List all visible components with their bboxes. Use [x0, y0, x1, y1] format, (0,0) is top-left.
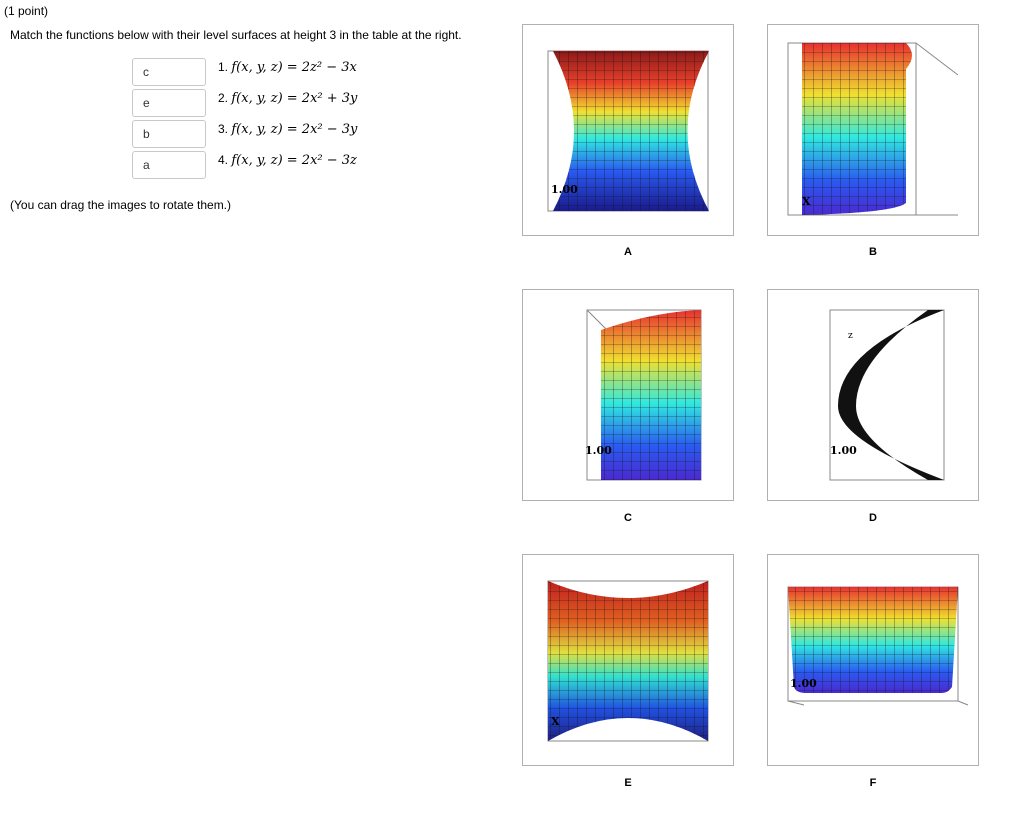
function-expression: f(x, y, z) = 2x² − 3z: [231, 153, 357, 168]
answer-input-2[interactable]: [132, 89, 206, 117]
svg-text:X: X: [802, 195, 811, 208]
question-row-3: 3. f(x, y, z) = 2x² − 3y: [132, 120, 432, 152]
instructions-text: Match the functions below with their lev…: [10, 28, 462, 42]
function-expression: f(x, y, z) = 2z² − 3x: [231, 60, 357, 75]
answer-input-3[interactable]: [132, 120, 206, 148]
question-row-1: 1. f(x, y, z) = 2z² − 3x: [132, 58, 432, 90]
points-label: (1 point): [4, 4, 49, 18]
svg-text:1.00: 1.00: [585, 444, 612, 457]
surface-panel-e[interactable]: X: [522, 554, 734, 766]
surface-panel-d[interactable]: z 1.00: [767, 289, 979, 501]
surface-panel-c[interactable]: 1.00: [522, 289, 734, 501]
svg-text:1.00: 1.00: [551, 183, 578, 196]
svg-text:1.00: 1.00: [830, 444, 857, 457]
surface-panel-b[interactable]: X: [767, 24, 979, 236]
svg-text:X: X: [551, 715, 560, 728]
function-number: 2.: [218, 91, 229, 105]
question-row-4: 4. f(x, y, z) = 2x² − 3z: [132, 151, 432, 183]
surface-panel-a[interactable]: 1.00: [522, 24, 734, 236]
function-number: 3.: [218, 122, 229, 136]
svg-text:1.00: 1.00: [790, 677, 817, 690]
surface-panel-f[interactable]: 1.00: [767, 554, 979, 766]
function-2: 2. f(x, y, z) = 2x² + 3y: [218, 91, 357, 106]
panel-label-b: B: [869, 246, 877, 258]
panel-label-d: D: [869, 512, 877, 524]
function-3: 3. f(x, y, z) = 2x² − 3y: [218, 122, 357, 137]
panel-label-e: E: [624, 777, 632, 789]
function-4: 4. f(x, y, z) = 2x² − 3z: [218, 153, 357, 168]
function-1: 1. f(x, y, z) = 2z² − 3x: [218, 60, 357, 75]
question-row-2: 2. f(x, y, z) = 2x² + 3y: [132, 89, 432, 121]
panel-label-f: F: [869, 777, 877, 789]
svg-text:z: z: [848, 331, 853, 341]
function-number: 4.: [218, 153, 229, 167]
drag-note: (You can drag the images to rotate them.…: [10, 198, 232, 212]
function-number: 1.: [218, 60, 229, 74]
answer-input-4[interactable]: [132, 151, 206, 179]
panel-label-a: A: [624, 246, 632, 258]
function-expression: f(x, y, z) = 2x² − 3y: [231, 122, 358, 137]
panel-label-c: C: [624, 512, 632, 524]
function-expression: f(x, y, z) = 2x² + 3y: [231, 91, 358, 106]
answer-input-1[interactable]: [132, 58, 206, 86]
